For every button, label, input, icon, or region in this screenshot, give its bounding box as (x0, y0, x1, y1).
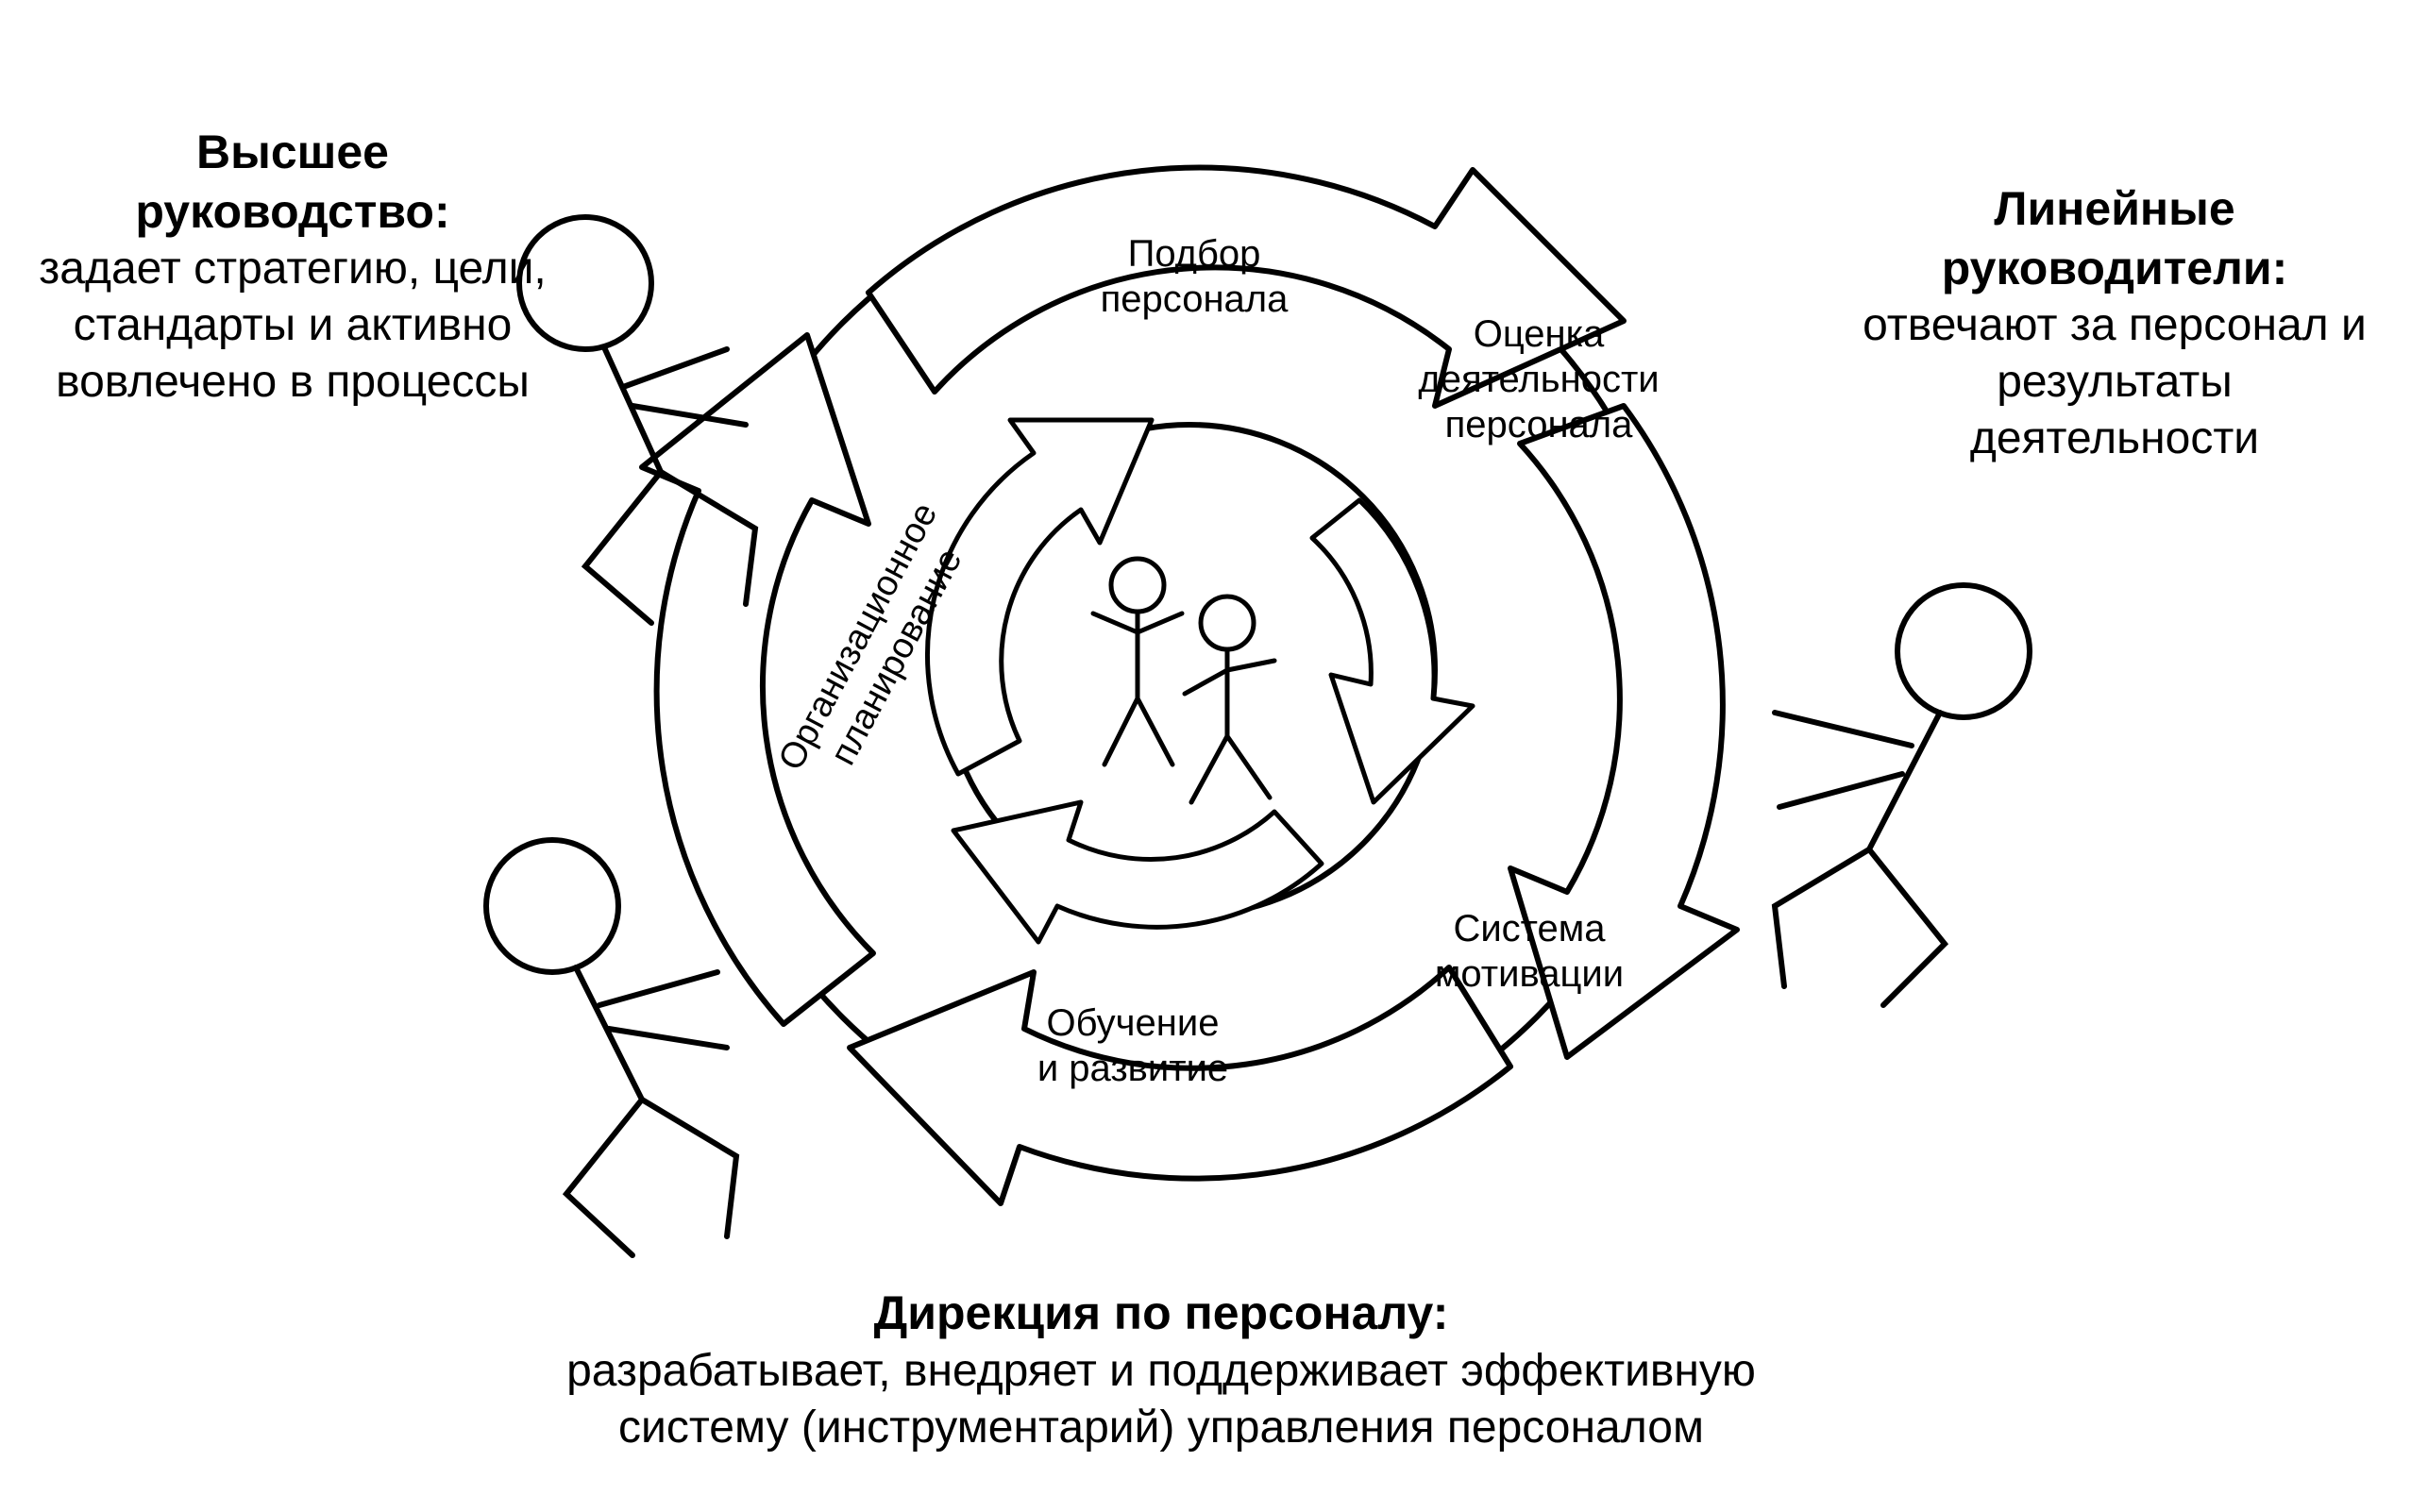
inner-arrow-ring (927, 420, 1473, 942)
seg3-l1: Обучение (1047, 1002, 1220, 1044)
seg2-l1: Система (1453, 908, 1605, 949)
stick-figure-bottom-left (486, 840, 736, 1255)
inner-arrow-bottom (953, 802, 1322, 942)
inner-arrow-right (1312, 500, 1473, 802)
seg1-l1: Оценка (1474, 313, 1605, 355)
seg1-l3: персонала (1445, 404, 1633, 445)
role-bottom-title: Дирекция по персоналу: (548, 1284, 1775, 1343)
role-top-left: Высшее руководство: задает стратегию, це… (38, 123, 548, 411)
segment-label-1: Оценка деятельности персонала (1388, 311, 1690, 447)
role-top-right-title: Линейные руководители: (1850, 179, 2379, 297)
stick-figure-right (1775, 585, 2030, 1005)
stick-figure-center-left (1093, 559, 1182, 764)
hr-cycle-diagram: Высшее руководство: задает стратегию, це… (0, 0, 2411, 1512)
role-bottom-body: разрабатывает, внедряет и поддерживает э… (548, 1343, 1775, 1456)
segment-label-3: Обучение и развитие (1001, 1000, 1265, 1091)
seg0-l2: персонала (1101, 278, 1289, 320)
seg2-l2: мотивации (1435, 953, 1624, 995)
role-top-left-body: задает стратегию, цели, стандарты и акти… (38, 241, 548, 411)
role-top-right-body: отвечают за персонал и результаты деятел… (1850, 297, 2379, 467)
role-bottom: Дирекция по персоналу: разрабатывает, вн… (548, 1284, 1775, 1456)
seg3-l2: и развитие (1037, 1048, 1228, 1089)
seg1-l2: деятельности (1418, 359, 1659, 400)
segment-label-2: Система мотивации (1397, 906, 1661, 997)
seg0-l1: Подбор (1128, 233, 1261, 275)
role-top-right: Линейные руководители: отвечают за персо… (1850, 179, 2379, 467)
segment-label-0: Подбор персонала (1062, 231, 1326, 322)
stick-figure-center-right (1185, 596, 1274, 802)
role-top-left-title: Высшее руководство: (38, 123, 548, 241)
